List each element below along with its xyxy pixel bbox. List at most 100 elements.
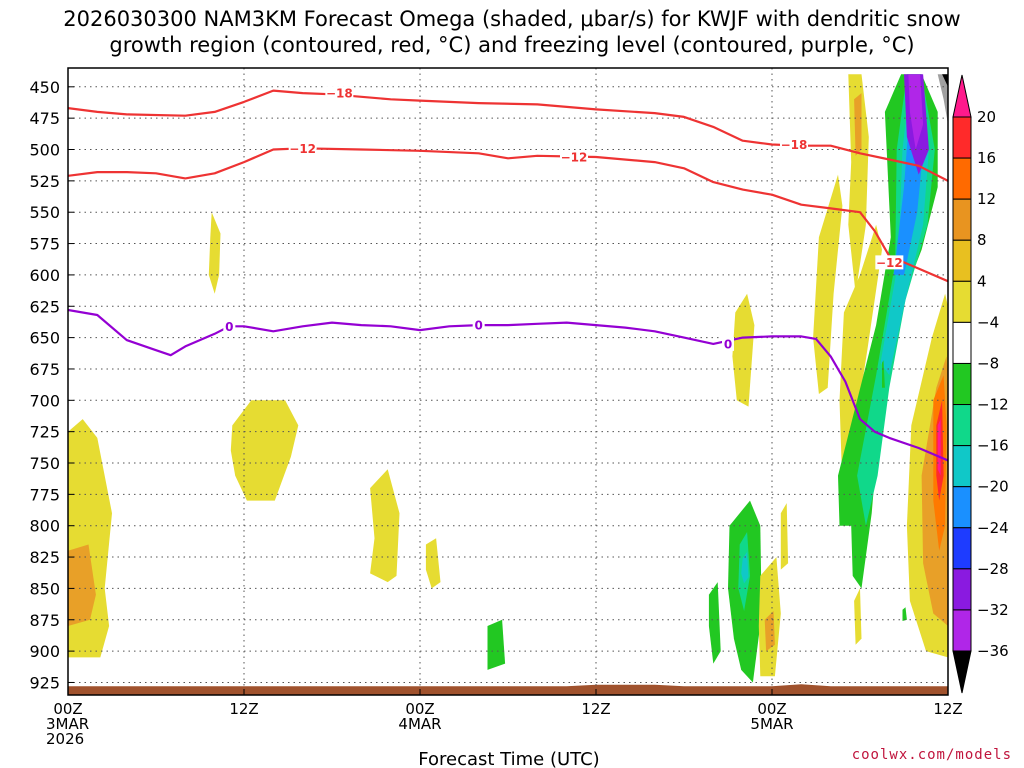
omega-region-1 [68, 544, 96, 626]
omega-region-34 [882, 360, 885, 388]
colorbar-seg-1 [952, 157, 972, 200]
y-tick-label-925: 925 [29, 673, 60, 692]
y-tick-label-575: 575 [29, 235, 60, 254]
omega-region-11 [708, 582, 721, 664]
contour-line-2 [68, 308, 948, 462]
credit-link[interactable]: coolwx.com/models [852, 747, 1012, 763]
contour-label-bg-1-2 [875, 255, 904, 270]
omega-region-16 [848, 74, 869, 294]
y-tick-label-725: 725 [29, 423, 60, 442]
y-tick-label-850: 850 [29, 579, 60, 598]
y-tick-label-500: 500 [29, 141, 60, 160]
contour-label-2-2: 0 [724, 337, 732, 351]
colorbar-label-7: −12 [977, 396, 1009, 414]
y-tick-label-825: 825 [29, 548, 60, 567]
omega-region-7 [732, 293, 755, 407]
x-tick-label-0-1: 3MAR [46, 715, 89, 733]
y-tick-label-700: 700 [29, 391, 60, 410]
contour-label-2-1: 0 [474, 319, 482, 333]
plot-frame [67, 67, 949, 696]
contour-label-bg-1-0 [288, 141, 317, 156]
contour-line-0 [68, 89, 948, 182]
colorbar-label-0: 20 [977, 108, 996, 126]
x-tick-label-24-0: 00Z [405, 700, 434, 718]
colorbar-label-1: 16 [977, 149, 996, 167]
y-tick-label-750: 750 [29, 454, 60, 473]
y-tick-label-450: 450 [29, 78, 60, 97]
colorbar-label-3: 8 [977, 231, 987, 249]
x-axis-title: Forecast Time (UTC) [418, 749, 599, 768]
contour-label-bg-1-1 [560, 150, 588, 165]
y-tick-label-900: 900 [29, 642, 60, 661]
contour-label-1-1: −12 [561, 151, 588, 165]
colorbar-top-arrow [952, 74, 972, 118]
contour-label-bg-0-0 [325, 86, 354, 101]
omega-region-4 [370, 469, 400, 583]
colorbar-label-10: −24 [977, 519, 1009, 537]
omega-region-6 [487, 619, 506, 670]
terrain-band [68, 684, 948, 695]
y-tick-label-875: 875 [29, 611, 60, 630]
y-tick-label-800: 800 [29, 517, 60, 536]
colorbar-seg-9 [952, 486, 972, 529]
contour-label-1-0: −12 [289, 142, 316, 156]
omega-region-32 [937, 419, 941, 476]
temperature-contours: −18 −18 −12 −12 −12 0 0 0 [68, 86, 948, 462]
omega-region-5 [425, 538, 441, 589]
colorbar-seg-0 [952, 116, 972, 159]
y-tick-label-600: 600 [29, 266, 60, 285]
colorbar-label-9: −20 [977, 478, 1009, 496]
omega-region-17 [854, 93, 862, 156]
contour-label-0-1: −18 [781, 138, 808, 152]
x-tick-label-60-0: 12Z [933, 700, 962, 718]
colorbar-seg-6 [952, 362, 972, 406]
colorbar: 20 16 12 8 4 −4 −8 −12 −16 −20 −24 −28 −32 −36 [952, 74, 1009, 694]
contour-label-bg-2-2 [722, 336, 734, 351]
x-tick-label-36-0: 12Z [581, 700, 610, 718]
y-tick-label-475: 475 [29, 109, 60, 128]
colorbar-seg-7 [952, 404, 972, 447]
x-tick-label-48-1: 5MAR [750, 715, 793, 733]
contour-label-bg-2-1 [472, 318, 485, 333]
y-tick-label-775: 775 [29, 485, 60, 504]
colorbar-seg-5 [952, 321, 972, 364]
contour-label-2-0: 0 [225, 320, 233, 334]
contour-label-1-2: −12 [876, 256, 903, 270]
omega-region-10 [741, 552, 749, 584]
colorbar-seg-3 [952, 239, 972, 282]
colorbar-bottom-arrow [952, 650, 972, 694]
colorbar-seg-4 [952, 280, 972, 323]
x-tick-label-48-0: 00Z [757, 700, 786, 718]
x-tick-label-0-2: 2026 [46, 730, 84, 748]
colorbar-label-2: 12 [977, 190, 996, 208]
omega-region-2 [208, 212, 221, 294]
y-tick-label-525: 525 [29, 172, 60, 191]
colorbar-label-13: −36 [977, 642, 1009, 660]
omega-region-33 [902, 607, 907, 621]
colorbar-label-5: −4 [977, 313, 999, 331]
terrain-fill [68, 684, 948, 695]
colorbar-label-8: −16 [977, 437, 1009, 455]
omega-region-27 [942, 74, 948, 87]
y-tick-label-675: 675 [29, 360, 60, 379]
colorbar-seg-2 [952, 198, 972, 241]
y-axis: 450 475 500 525 550 575 600 625 650 675 700 725 750 7… [29, 78, 74, 692]
chart-title-line1: 2026030300 NAM3KM Forecast Omega (shaded… [63, 7, 960, 31]
omega-region-19 [854, 588, 862, 645]
plot-border [67, 67, 949, 696]
x-tick-label-0-0: 00Z [53, 700, 82, 718]
y-tick-label-550: 550 [29, 203, 60, 222]
colorbar-label-12: −32 [977, 601, 1009, 619]
omega-region-3 [230, 400, 299, 501]
omega-shading [68, 74, 948, 683]
contour-line-1 [68, 147, 948, 283]
grid-lines [68, 68, 948, 695]
colorbar-label-11: −28 [977, 560, 1009, 578]
colorbar-seg-12 [952, 609, 972, 652]
colorbar-seg-11 [952, 568, 972, 611]
contour-label-bg-2-0 [223, 319, 236, 334]
chart-title-line2: growth region (contoured, red, °C) and f… [109, 33, 914, 57]
x-tick-label-12-0: 12Z [229, 700, 258, 718]
